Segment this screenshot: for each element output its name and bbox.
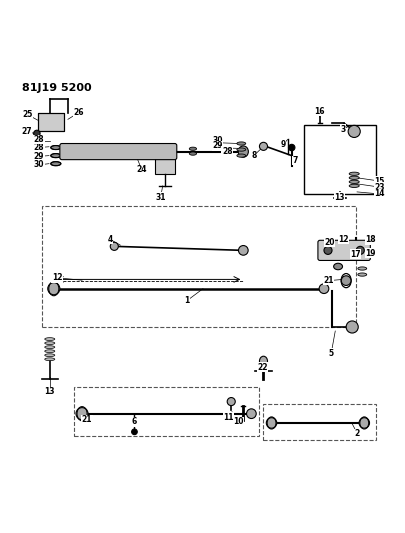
Text: 9: 9 [279, 140, 285, 149]
Text: 30: 30 [34, 160, 44, 169]
Text: 7: 7 [292, 156, 297, 165]
Text: 20: 20 [323, 238, 334, 247]
Circle shape [358, 418, 369, 428]
Text: 8: 8 [251, 151, 256, 160]
Text: 18: 18 [364, 236, 375, 245]
Circle shape [355, 246, 363, 254]
Circle shape [227, 398, 234, 406]
Ellipse shape [189, 147, 196, 150]
Text: 28: 28 [34, 135, 44, 144]
Text: 2: 2 [354, 430, 359, 438]
Circle shape [259, 142, 267, 150]
Text: 1: 1 [184, 296, 189, 305]
Circle shape [48, 282, 60, 295]
Text: 3: 3 [340, 125, 345, 133]
Ellipse shape [348, 176, 358, 180]
Text: 12: 12 [337, 235, 348, 244]
Text: 11: 11 [223, 413, 233, 422]
FancyBboxPatch shape [60, 143, 176, 160]
Text: 21: 21 [81, 415, 92, 424]
Ellipse shape [333, 263, 342, 270]
Text: 22: 22 [257, 363, 267, 372]
Text: 30: 30 [212, 136, 222, 145]
Text: 6: 6 [131, 417, 136, 426]
Ellipse shape [236, 154, 245, 157]
Text: 28: 28 [222, 147, 232, 156]
Ellipse shape [45, 338, 55, 341]
Ellipse shape [51, 161, 61, 166]
Ellipse shape [259, 356, 267, 366]
Text: 23: 23 [373, 183, 384, 191]
Ellipse shape [357, 273, 366, 276]
Text: 27: 27 [21, 127, 32, 136]
Text: 15: 15 [373, 176, 384, 185]
Ellipse shape [51, 146, 61, 150]
Bar [303, 125, 375, 194]
Text: 29: 29 [212, 141, 222, 150]
Ellipse shape [357, 267, 366, 270]
Text: 21: 21 [323, 276, 333, 285]
Text: 13: 13 [45, 387, 55, 396]
Ellipse shape [45, 350, 55, 353]
Text: 19: 19 [364, 249, 375, 257]
Circle shape [131, 429, 137, 434]
Circle shape [323, 246, 331, 254]
Text: 28: 28 [34, 143, 44, 152]
Ellipse shape [51, 154, 61, 158]
Text: 12: 12 [52, 273, 62, 282]
Text: 5: 5 [328, 349, 333, 358]
Circle shape [347, 125, 359, 138]
Text: 16: 16 [313, 107, 324, 116]
Ellipse shape [348, 180, 358, 183]
FancyBboxPatch shape [317, 240, 369, 261]
Circle shape [110, 243, 118, 251]
Text: 81J19 5200: 81J19 5200 [21, 83, 91, 93]
Text: 13: 13 [333, 192, 344, 201]
Ellipse shape [189, 152, 196, 155]
Text: 25: 25 [22, 110, 32, 119]
Circle shape [318, 284, 328, 294]
Text: 29: 29 [34, 152, 44, 161]
Circle shape [238, 246, 247, 255]
Text: 4: 4 [107, 235, 113, 244]
Text: 14: 14 [373, 189, 384, 198]
Text: 24: 24 [136, 165, 147, 174]
Ellipse shape [236, 148, 245, 151]
Ellipse shape [348, 172, 358, 175]
Bar [38, 114, 64, 132]
Text: 10: 10 [232, 417, 243, 426]
Ellipse shape [236, 142, 245, 145]
Ellipse shape [348, 184, 358, 188]
Ellipse shape [45, 342, 55, 344]
Bar [154, 158, 174, 174]
Circle shape [246, 409, 256, 418]
Circle shape [341, 276, 350, 286]
Circle shape [345, 321, 357, 333]
Ellipse shape [45, 346, 55, 349]
Ellipse shape [45, 354, 55, 357]
Circle shape [266, 418, 276, 428]
Text: 17: 17 [349, 249, 360, 259]
Ellipse shape [238, 146, 248, 157]
Ellipse shape [45, 358, 55, 361]
Circle shape [288, 144, 294, 151]
Text: 31: 31 [155, 192, 166, 201]
Circle shape [76, 408, 88, 419]
Circle shape [34, 130, 40, 136]
Text: 26: 26 [73, 108, 84, 117]
Bar [38, 114, 64, 132]
